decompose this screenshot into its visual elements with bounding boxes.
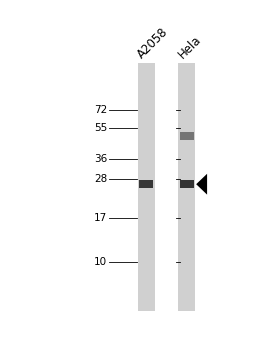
Text: 55: 55 (94, 123, 108, 134)
Text: 72: 72 (94, 105, 108, 115)
Bar (178, 63, 195, 311)
Text: 17: 17 (94, 212, 108, 223)
Polygon shape (196, 174, 207, 195)
Text: A2058: A2058 (135, 26, 171, 62)
Bar (180, 132, 194, 140)
Text: 36: 36 (94, 154, 108, 164)
Text: 10: 10 (94, 257, 108, 267)
Text: 28: 28 (94, 174, 108, 184)
Bar (138, 63, 155, 311)
Bar (180, 180, 194, 188)
Text: Hela: Hela (176, 34, 204, 62)
Bar (139, 180, 153, 188)
